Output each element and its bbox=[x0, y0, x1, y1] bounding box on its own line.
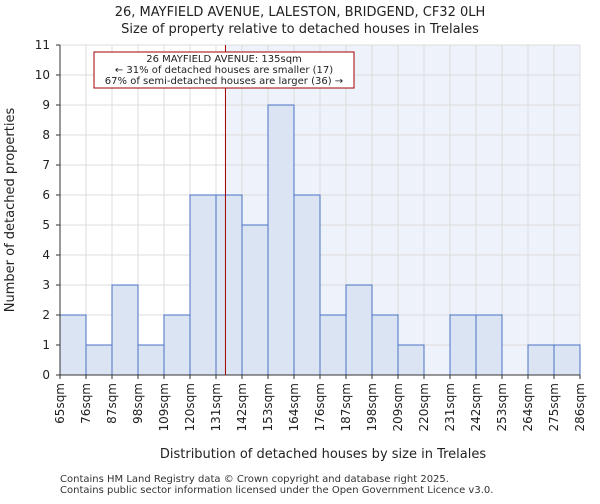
y-tick-label: 11 bbox=[35, 38, 50, 52]
histogram-bar bbox=[241, 224, 269, 376]
x-tick-label: 275sqm bbox=[547, 383, 561, 431]
x-tick-label: 198sqm bbox=[365, 383, 379, 431]
x-tick-label: 176sqm bbox=[313, 383, 327, 431]
histogram-bar bbox=[345, 284, 373, 376]
histogram-bar bbox=[85, 344, 113, 376]
histogram-bar bbox=[449, 314, 477, 376]
annotation-line2: ← 31% of detached houses are smaller (17… bbox=[115, 65, 333, 76]
annotation-line1: 26 MAYFIELD AVENUE: 135sqm bbox=[146, 54, 302, 65]
histogram-bar bbox=[319, 314, 347, 376]
x-tick-label: 120sqm bbox=[183, 383, 197, 431]
x-tick-label: 242sqm bbox=[469, 383, 483, 431]
x-tick-label: 164sqm bbox=[287, 383, 301, 431]
histogram-bar bbox=[475, 314, 503, 376]
histogram-bar bbox=[397, 344, 425, 376]
y-tick-label: 8 bbox=[42, 128, 50, 142]
y-tick-label: 9 bbox=[42, 98, 50, 112]
y-tick-label: 4 bbox=[42, 248, 50, 262]
x-tick-label: 253sqm bbox=[495, 383, 509, 431]
x-tick-label: 87sqm bbox=[105, 383, 119, 424]
x-tick-label: 109sqm bbox=[157, 383, 171, 431]
footer-line2: Contains public sector information licen… bbox=[60, 485, 494, 496]
y-tick-label: 1 bbox=[42, 338, 50, 352]
annotation-box: 26 MAYFIELD AVENUE: 135sqm ← 31% of deta… bbox=[93, 51, 355, 89]
x-axis-label: Distribution of detached houses by size … bbox=[160, 447, 487, 462]
histogram-bar bbox=[293, 194, 321, 376]
x-tick-label: 153sqm bbox=[261, 383, 275, 431]
histogram-bar bbox=[267, 104, 295, 376]
footer-line1: Contains HM Land Registry data © Crown c… bbox=[60, 474, 449, 485]
histogram-bar bbox=[111, 284, 139, 376]
x-tick-label: 76sqm bbox=[79, 383, 93, 424]
y-tick-label: 2 bbox=[42, 308, 50, 322]
x-tick-label: 131sqm bbox=[209, 383, 223, 431]
x-tick-label: 209sqm bbox=[391, 383, 405, 431]
x-tick-label: 142sqm bbox=[235, 383, 249, 431]
histogram-bar bbox=[553, 344, 581, 376]
x-tick-label: 231sqm bbox=[443, 383, 457, 431]
histogram-bar bbox=[163, 314, 191, 376]
histogram-bar bbox=[215, 194, 243, 376]
histogram-bar bbox=[59, 314, 87, 376]
y-tick-label: 6 bbox=[42, 188, 50, 202]
x-tick-label: 286sqm bbox=[573, 383, 587, 431]
x-tick-label: 98sqm bbox=[131, 383, 145, 424]
histogram-bar bbox=[527, 344, 555, 376]
y-tick-label: 7 bbox=[42, 158, 50, 172]
y-tick-label: 0 bbox=[42, 368, 50, 382]
x-tick-label: 264sqm bbox=[521, 383, 535, 431]
chart-title-line2: Size of property relative to detached ho… bbox=[121, 22, 479, 37]
chart-title-line1: 26, MAYFIELD AVENUE, LALESTON, BRIDGEND,… bbox=[115, 5, 486, 20]
y-tick-label: 10 bbox=[35, 68, 50, 82]
histogram-bar bbox=[189, 194, 217, 376]
histogram-bar bbox=[137, 344, 165, 376]
x-tick-label: 65sqm bbox=[53, 383, 67, 424]
annotation-line3: 67% of semi-detached houses are larger (… bbox=[105, 76, 343, 87]
y-tick-label: 5 bbox=[42, 218, 50, 232]
y-tick-label: 3 bbox=[42, 278, 50, 292]
x-tick-label: 220sqm bbox=[417, 383, 431, 431]
y-axis-label: Number of detached properties bbox=[3, 108, 18, 313]
histogram-bar bbox=[371, 314, 399, 376]
x-tick-label: 187sqm bbox=[339, 383, 353, 431]
